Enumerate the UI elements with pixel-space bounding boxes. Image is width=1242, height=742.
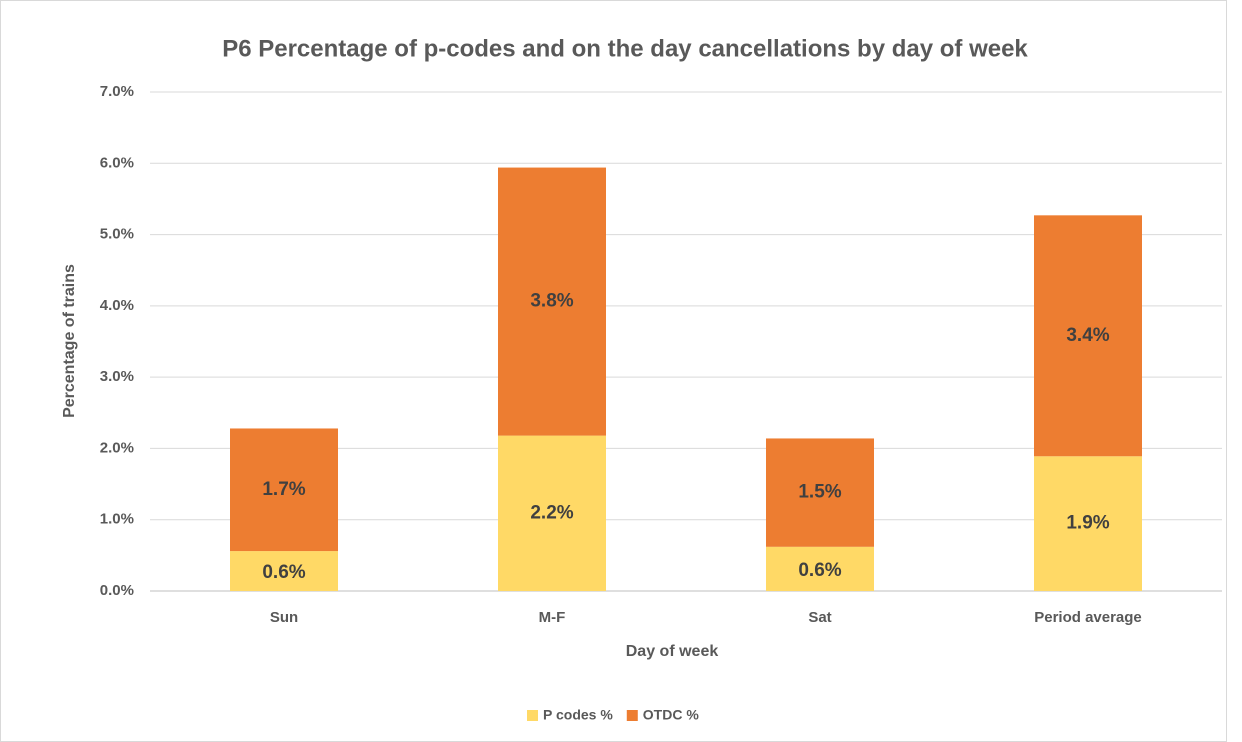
data-label: 1.7% — [262, 479, 305, 500]
y-tick-label: 7.0% — [100, 83, 134, 100]
y-tick-label: 2.0% — [100, 439, 134, 456]
x-axis-label: Day of week — [626, 643, 719, 660]
bar-segment — [1034, 456, 1142, 591]
legend-swatch — [626, 710, 638, 721]
y-tick-label: 3.0% — [100, 368, 134, 385]
data-label: 3.4% — [1066, 325, 1109, 346]
legend-label: P codes % — [543, 707, 613, 723]
data-label: 0.6% — [798, 560, 841, 581]
y-tick-label: 4.0% — [100, 297, 134, 314]
y-axis-label: Percentage of trains — [61, 264, 78, 418]
bar-segment — [230, 428, 338, 552]
chart-title: P6 Percentage of p-codes and on the day … — [222, 35, 1028, 62]
bar-segment — [766, 438, 874, 547]
y-tick-label: 6.0% — [100, 154, 134, 171]
data-label: 3.8% — [530, 291, 573, 312]
bar-segment — [766, 546, 874, 591]
bar-segment — [498, 435, 606, 591]
data-label: 2.2% — [530, 502, 573, 523]
y-tick-label: 5.0% — [100, 226, 134, 243]
x-tick-label: Sat — [808, 609, 831, 626]
legend-label: OTDC % — [643, 707, 700, 723]
y-tick-label: 0.0% — [100, 582, 134, 599]
data-label: 1.9% — [1066, 513, 1109, 534]
legend-swatch — [527, 710, 538, 721]
x-tick-label: M-F — [539, 609, 566, 626]
bar-segment — [498, 167, 606, 436]
x-tick-label: Period average — [1034, 609, 1142, 626]
bar-segment — [1034, 215, 1142, 457]
y-tick-label: 1.0% — [100, 511, 134, 528]
bar-segment — [230, 551, 338, 591]
x-tick-label: Sun — [270, 609, 298, 626]
data-label: 1.5% — [798, 482, 841, 503]
data-label: 0.6% — [262, 562, 305, 583]
